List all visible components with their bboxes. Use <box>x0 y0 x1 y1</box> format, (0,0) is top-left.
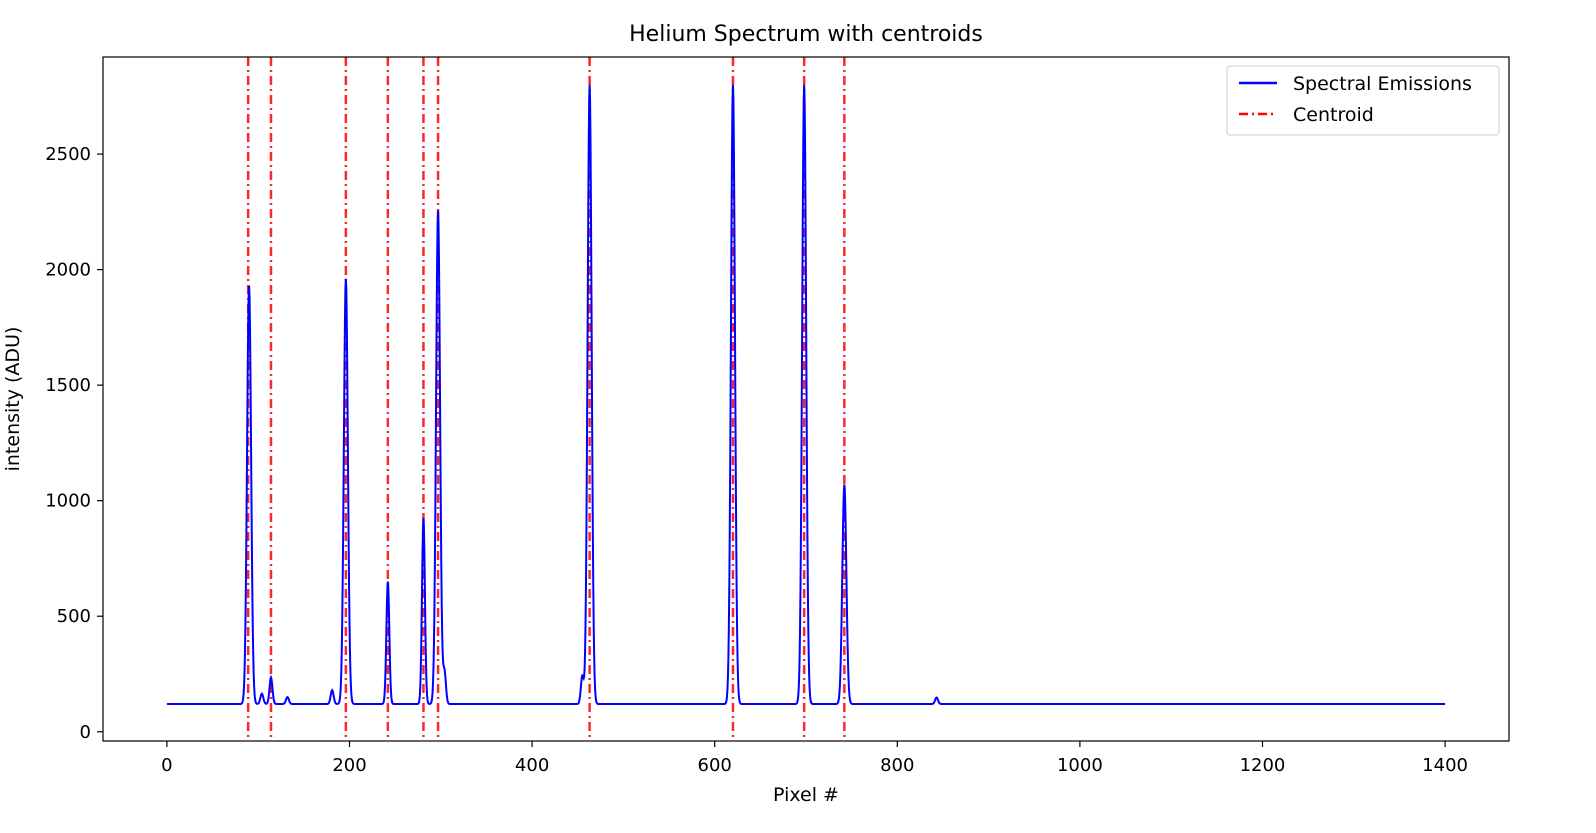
plot-frame <box>102 56 1510 742</box>
x-tick-label: 0 <box>161 755 172 776</box>
y-axis-ticks: 0 500 1000 1500 2000 2500 <box>45 144 103 743</box>
x-tick-label: 1200 <box>1240 755 1286 776</box>
y-tick-label: 1000 <box>45 491 91 512</box>
y-tick-label: 1500 <box>45 375 91 396</box>
x-axis-label: Pixel # <box>773 784 839 806</box>
x-axis-ticks: 0 200 400 600 800 1000 1200 1400 <box>161 741 1468 776</box>
y-tick-label: 2000 <box>45 260 91 281</box>
x-tick-label: 1400 <box>1422 755 1468 776</box>
legend: Spectral Emissions Centroid <box>1226 65 1500 136</box>
y-tick-label: 500 <box>57 606 91 627</box>
x-tick-label: 200 <box>332 755 366 776</box>
centroid-lines <box>246 57 846 741</box>
x-tick-label: 400 <box>515 755 549 776</box>
y-axis-label: intensity (ADU) <box>2 327 24 472</box>
y-tick-label: 2500 <box>45 144 91 165</box>
legend-box <box>1226 65 1500 136</box>
legend-label-centroid: Centroid <box>1293 104 1374 126</box>
spectral-emissions-line <box>166 84 1446 706</box>
chart-title: Helium Spectrum with centroids <box>629 22 983 47</box>
legend-label-spectral: Spectral Emissions <box>1293 73 1472 95</box>
y-tick-label: 0 <box>80 722 91 743</box>
x-tick-label: 1000 <box>1057 755 1103 776</box>
plot-area <box>166 57 1446 741</box>
x-tick-label: 800 <box>880 755 914 776</box>
x-tick-label: 600 <box>698 755 732 776</box>
